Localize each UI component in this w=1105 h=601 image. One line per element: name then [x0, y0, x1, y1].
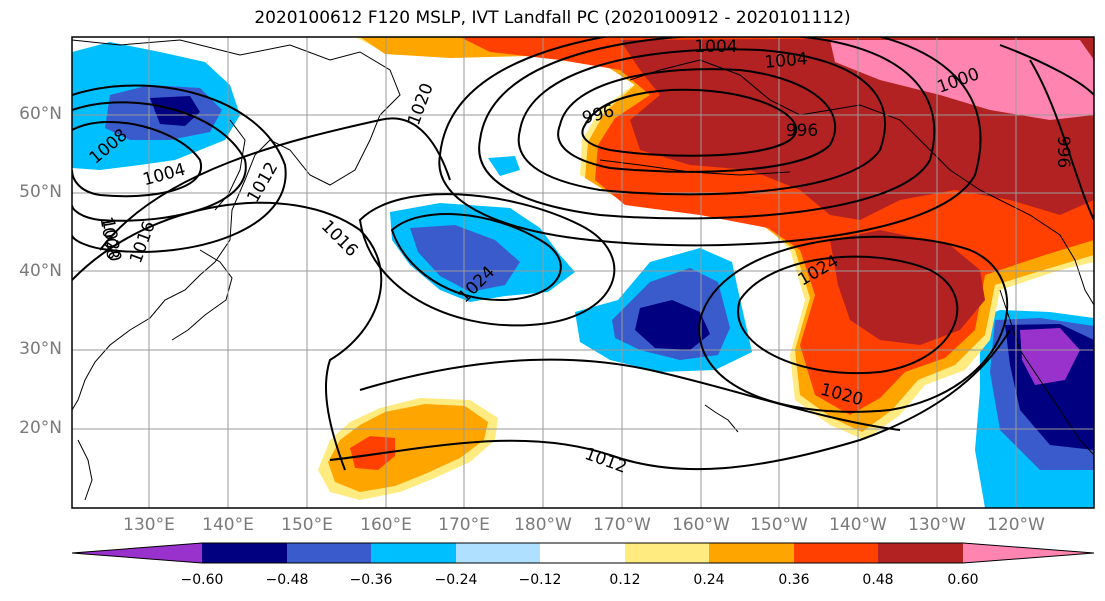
high-1020-west	[358, 193, 616, 327]
x-tick-180w: 180°W	[514, 515, 572, 535]
high-1024-east	[737, 255, 959, 375]
pos-region-subtropical-orange	[328, 404, 488, 492]
contour-label: 1004	[764, 49, 809, 73]
y-tick-50n: 50°N	[19, 182, 62, 202]
x-tick-170w: 170°W	[593, 515, 651, 535]
contour-label: 996	[786, 121, 818, 141]
neg-region-small	[488, 156, 520, 176]
low-west-2	[72, 101, 247, 222]
pos-region-subtropical-red	[350, 436, 395, 470]
isobar-east-1004	[999, 44, 1094, 96]
colorbar-tick-1: −0.60	[180, 572, 224, 588]
low-ring-1	[581, 88, 797, 157]
colorbar-segment-3	[287, 543, 371, 563]
contour-label: 1004	[694, 37, 737, 57]
neg-region-central-core	[635, 300, 710, 350]
colorbar-tick-5: −0.12	[518, 572, 562, 588]
x-tick-140e: 140°E	[202, 515, 254, 535]
low-ring-3	[517, 48, 886, 196]
map-frame	[71, 36, 1095, 509]
x-tick-120w: 120°W	[987, 515, 1045, 535]
coast-alaska	[629, 59, 1094, 306]
neg-region-nwpac-inner	[410, 225, 520, 292]
x-tick-150w: 150°W	[750, 515, 808, 535]
hawaii	[704, 404, 739, 433]
colorbar-segment-5	[456, 543, 540, 563]
x-tick-150e: 150°E	[281, 515, 333, 535]
y-tick-30n: 30°N	[19, 339, 62, 359]
low-ring-2	[557, 68, 837, 173]
colorbar-tick-7: 0.24	[693, 572, 725, 588]
colorbar-segment-10	[878, 543, 963, 563]
colorbar-tick-4: −0.24	[434, 572, 478, 588]
isobar-east-996	[1029, 59, 1094, 221]
ridge-1020	[99, 117, 451, 251]
isobar-1012-south	[329, 329, 1011, 471]
y-tick-40n: 40°N	[19, 261, 62, 281]
colorbar-tick-9: 0.48	[862, 572, 894, 588]
y-tick-20n: 20°N	[19, 418, 62, 438]
pos-region-pink	[830, 40, 1094, 120]
colorbar-segment-6	[540, 543, 625, 563]
mslp-contours	[72, 37, 1094, 471]
coast-japan	[171, 249, 233, 341]
pos-region-east-darkred	[830, 230, 985, 345]
high-1020-east	[698, 235, 1009, 413]
x-tick-160e: 160°E	[360, 515, 412, 535]
colorbar-tick-8: 0.36	[778, 572, 810, 588]
neg-region-baja-purple	[1020, 328, 1080, 385]
colorbar-segment-4	[371, 543, 456, 563]
colorbar-tick-2: −0.48	[265, 572, 309, 588]
colorbar-segment-7	[625, 543, 709, 563]
low-ring-4	[478, 37, 936, 220]
colorbar-segment-8	[709, 543, 794, 563]
x-tick-130w: 130°W	[908, 515, 966, 535]
map-title: 2020100612 F120 MSLP, IVT Landfall PC (2…	[254, 8, 851, 28]
isobar-mid	[359, 358, 901, 431]
contour-label: 996	[1053, 136, 1073, 168]
colorbar-tick-3: −0.36	[349, 572, 393, 588]
y-tick-60n: 60°N	[19, 104, 62, 124]
high-1024-west	[390, 213, 562, 302]
x-tick-130e: 130°E	[123, 515, 175, 535]
colorbar-tick-6: 0.12	[609, 572, 641, 588]
ridge-1016	[72, 201, 383, 471]
x-tick-140w: 140°W	[829, 515, 887, 535]
colorbar-tick-10: 0.60	[947, 572, 979, 588]
philippines	[77, 439, 93, 501]
grid-layer	[72, 37, 1094, 508]
colorbar-segment-9	[794, 543, 878, 563]
x-tick-160w: 160°W	[672, 515, 730, 535]
colorbar-segment-2	[202, 543, 287, 563]
colorbar-outline	[71, 542, 1095, 564]
colorbar-segment-11	[963, 543, 1094, 563]
colorbar	[71, 542, 1095, 564]
colorbar-segment-1	[72, 543, 202, 563]
x-tick-170e: 170°E	[438, 515, 490, 535]
low-west-1	[72, 121, 203, 198]
low-ring-5	[438, 37, 982, 247]
coast-na-west	[999, 289, 1094, 456]
neg-region-kamchatka-core	[150, 96, 200, 126]
